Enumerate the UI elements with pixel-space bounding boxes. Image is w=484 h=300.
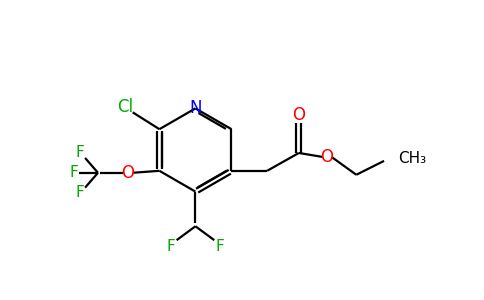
Text: O: O [292,106,305,124]
Text: F: F [70,165,78,180]
Text: F: F [76,185,85,200]
Text: F: F [76,146,85,160]
Text: Cl: Cl [117,98,133,116]
Text: CH₃: CH₃ [398,152,426,166]
Text: O: O [320,148,333,166]
Text: O: O [121,164,134,182]
Text: N: N [189,99,202,117]
Text: F: F [216,238,225,253]
Text: F: F [166,238,175,253]
